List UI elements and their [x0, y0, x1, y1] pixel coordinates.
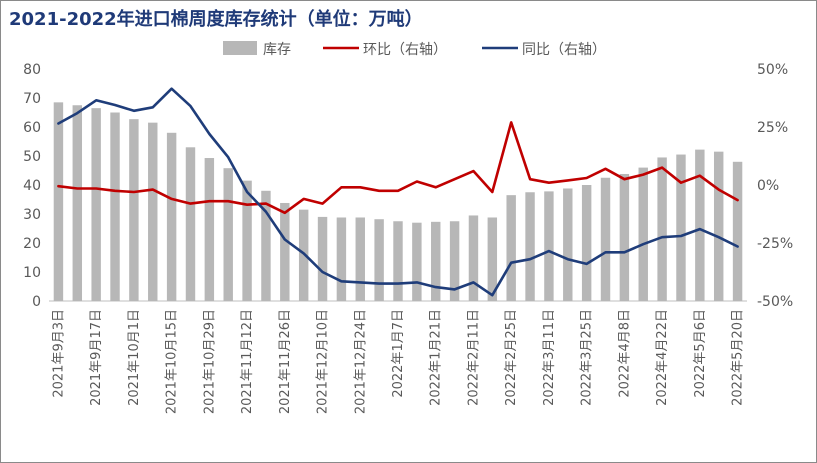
chart-title: 2021-2022年进口棉周度库存统计（单位：万吨）	[9, 9, 423, 30]
line-series	[57, 87, 739, 297]
inventory-bar	[223, 168, 233, 301]
x-tick-label: 2021年12月10日	[316, 309, 331, 414]
inventory-bar	[148, 122, 158, 302]
inventory-bar	[506, 195, 516, 301]
y-left-tick-label: 30	[23, 207, 41, 223]
axes: 0 10 20 30 40 50 60 70 80 -50% -25% 0% 25% 50% 2021年9月…	[23, 62, 793, 414]
inventory-bar	[374, 219, 384, 301]
inventory-bar	[544, 191, 554, 301]
inventory-bar	[91, 108, 101, 302]
inventory-bar	[166, 132, 177, 301]
y-right-tick-label: 50%	[757, 62, 788, 78]
inventory-bar	[53, 102, 64, 301]
legend-label: 环比（右轴）	[363, 42, 447, 58]
inventory-bar	[600, 177, 611, 301]
inventory-bar	[676, 154, 686, 301]
x-tick-label: 2022年4月22日	[655, 309, 670, 406]
x-tick-label: 2021年11月12日	[240, 309, 255, 414]
inventory-bar	[336, 217, 347, 301]
y-right-tick-label: -50%	[757, 294, 793, 310]
inventory-bar	[242, 180, 252, 301]
x-tick-label: 2022年3月11日	[542, 309, 557, 406]
bar-series	[53, 102, 743, 302]
yoy-change-line	[57, 87, 739, 297]
y-left-tick-label: 20	[23, 236, 41, 252]
x-tick-label: 2022年2月25日	[504, 309, 519, 406]
inventory-bar	[317, 216, 328, 301]
inventory-bar	[393, 221, 403, 301]
legend: 库存 环比（右轴） 同比（右轴）	[223, 41, 606, 58]
inventory-bar	[487, 217, 498, 301]
y-left-tick-label: 80	[23, 62, 41, 78]
inventory-bar	[581, 185, 592, 301]
x-tick-label: 2022年5月20日	[731, 309, 746, 406]
inventory-bar	[657, 157, 667, 301]
legend-label: 库存	[263, 42, 291, 58]
inventory-bar	[619, 173, 630, 301]
inventory-bar	[695, 149, 705, 301]
inventory-bar	[204, 158, 215, 301]
x-tick-label: 2022年1月7日	[391, 309, 406, 398]
inventory-bar	[129, 119, 139, 301]
x-tick-label: 2022年4月8日	[617, 309, 632, 398]
inventory-bar	[72, 105, 83, 301]
inventory-bar	[261, 190, 271, 301]
inventory-bar	[431, 221, 441, 301]
y-left-tick-label: 60	[23, 120, 41, 136]
inventory-bar	[280, 202, 290, 301]
inventory-bar	[185, 147, 196, 301]
mom-change-line	[57, 121, 739, 215]
legend-label: 同比（右轴）	[522, 42, 606, 58]
x-tick-label: 2022年2月11日	[466, 309, 481, 406]
x-tick-label: 2022年1月21日	[429, 309, 444, 406]
y-right-tick-label: 0%	[757, 178, 779, 194]
x-tick-label: 2022年5月6日	[693, 309, 708, 398]
y-left-tick-label: 70	[23, 91, 41, 107]
inventory-bar	[638, 167, 648, 301]
inventory-bar	[298, 209, 309, 301]
x-tick-label: 2022年3月25日	[580, 309, 595, 406]
y-right-tick-label: 25%	[757, 120, 788, 136]
inventory-bar	[412, 222, 422, 301]
inventory-bar	[110, 112, 120, 301]
inventory-bar	[468, 215, 479, 301]
y-left-tick-label: 40	[23, 178, 41, 194]
x-tick-label: 2021年12月24日	[353, 309, 368, 414]
inventory-bar	[732, 161, 743, 301]
inventory-bar	[355, 217, 365, 301]
legend-swatch-inventory	[223, 41, 257, 55]
x-tick-label: 2021年10月1日	[127, 309, 142, 406]
y-left-tick-label: 10	[23, 265, 41, 281]
inventory-bar	[563, 188, 573, 301]
y-right-tick-label: -25%	[757, 236, 793, 252]
y-left-tick-label: 50	[23, 149, 41, 165]
x-tick-label: 2021年9月17日	[89, 309, 104, 406]
inventory-bar	[525, 192, 535, 301]
x-tick-label: 2021年10月15日	[165, 309, 180, 414]
x-tick-label: 2021年10月29日	[202, 309, 217, 414]
y-left-tick-label: 0	[32, 294, 41, 310]
x-tick-label: 2021年9月3日	[51, 309, 66, 398]
inventory-bar	[449, 221, 460, 301]
x-tick-label: 2021年11月26日	[278, 309, 293, 414]
inventory-bar	[713, 151, 724, 301]
